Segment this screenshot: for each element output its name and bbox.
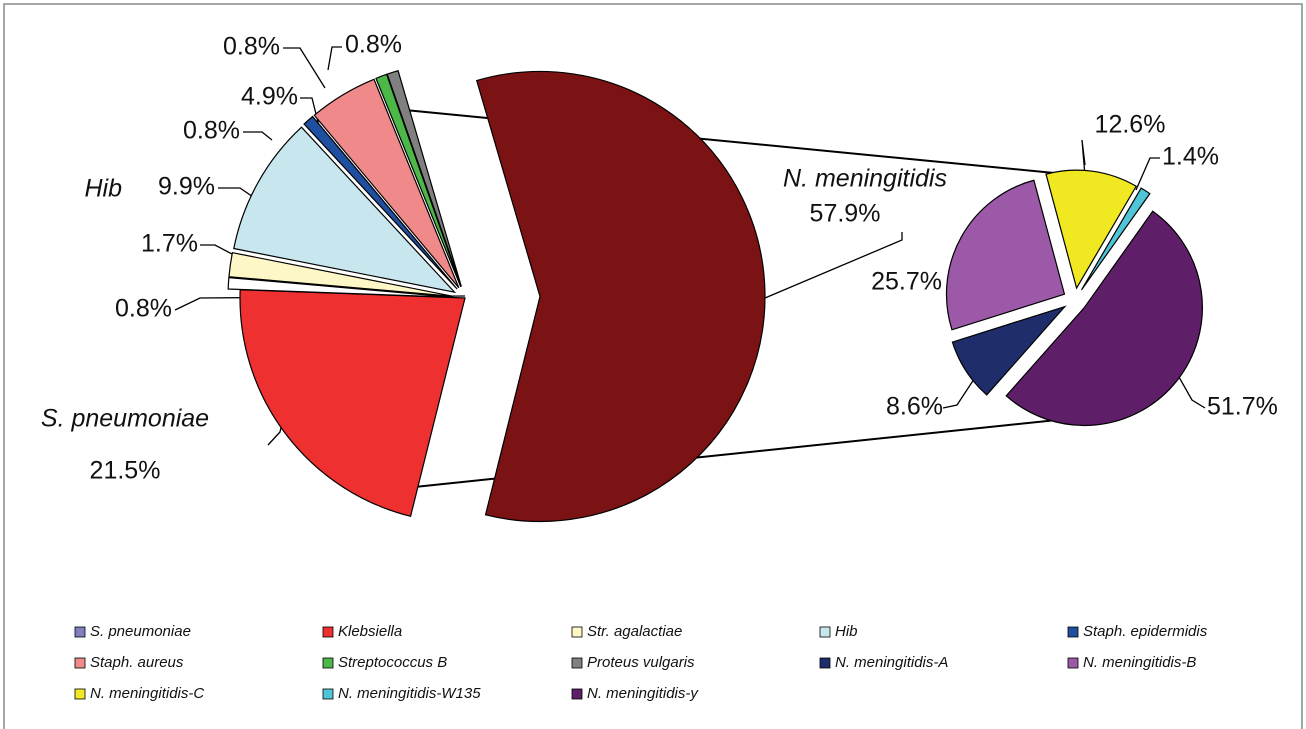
pie-slice [951, 305, 1067, 396]
legend-label: N. meningitidis-C [90, 685, 204, 702]
data-label: 1.4% [1162, 143, 1219, 171]
legend-swatch [322, 657, 334, 669]
data-label: 1.7% [141, 230, 198, 258]
legend-swatch [571, 626, 583, 638]
legend-swatch [322, 688, 334, 700]
legend-label: S. pneumoniae [90, 623, 191, 640]
data-label: 25.7% [871, 268, 942, 296]
leader [243, 131, 273, 141]
pie-slice [228, 251, 454, 297]
data-label: 51.7% [1207, 393, 1278, 421]
pie-slice [239, 289, 466, 518]
legend-label: Klebsiella [338, 623, 402, 640]
data-label: 57.9% [810, 200, 881, 228]
legend-label: Staph. epidermidis [1083, 623, 1208, 640]
legend-swatch [322, 626, 334, 638]
data-label: 0.8% [115, 295, 172, 323]
legend-label: N. meningitidis-B [1083, 654, 1196, 671]
pie-slice [313, 78, 460, 289]
leader [764, 232, 903, 299]
legend-swatch [1067, 626, 1079, 638]
data-label: 4.9% [241, 83, 298, 111]
data-label: 0.8% [223, 33, 280, 61]
legend-swatch [571, 657, 583, 669]
legend-swatch [74, 688, 86, 700]
legend-label: Streptococcus B [338, 654, 447, 671]
leader [1135, 157, 1160, 191]
data-label: 21.5% [90, 457, 161, 485]
legend-label: N. meningitidis-W135 [338, 685, 481, 702]
pie-slice [386, 69, 462, 287]
pie-slice [227, 276, 454, 298]
legend-label: Hib [835, 623, 858, 640]
legend-label: Str. agalactiae [587, 623, 682, 640]
category-label: S. pneumoniae [41, 405, 209, 433]
pie-slice [375, 73, 462, 288]
legend-label: N. meningitidis-y [587, 685, 699, 702]
data-label: 0.8% [345, 31, 402, 59]
category-label: Hib [84, 175, 122, 203]
legend-label: Staph. aureus [90, 654, 184, 671]
legend-swatch [819, 626, 831, 638]
pie-slice [945, 179, 1066, 331]
pie-slice [1045, 169, 1138, 290]
leader [283, 47, 326, 89]
pie-slice [1080, 187, 1151, 291]
category-label: N. meningitidis [783, 165, 947, 193]
legend-swatch [819, 657, 831, 669]
data-label: 9.9% [158, 173, 215, 201]
data-label: 12.6% [1095, 111, 1166, 139]
pie-slice [303, 115, 458, 290]
legend-swatch [1067, 657, 1079, 669]
legend-label: Proteus vulgaris [587, 654, 695, 671]
legend-label: N. meningitidis-A [835, 654, 948, 671]
leader [1174, 369, 1206, 409]
legend-swatch [571, 688, 583, 700]
pie-slice [475, 70, 766, 523]
leader [327, 46, 342, 71]
data-label: 8.6% [886, 393, 943, 421]
legend-swatch [74, 626, 86, 638]
leaders [174, 46, 1206, 446]
legend-swatch [74, 657, 86, 669]
pie-slice [1005, 210, 1203, 427]
data-label: 0.8% [183, 117, 240, 145]
pie-slice [233, 126, 457, 294]
leader [1081, 139, 1086, 177]
leader [942, 369, 981, 409]
